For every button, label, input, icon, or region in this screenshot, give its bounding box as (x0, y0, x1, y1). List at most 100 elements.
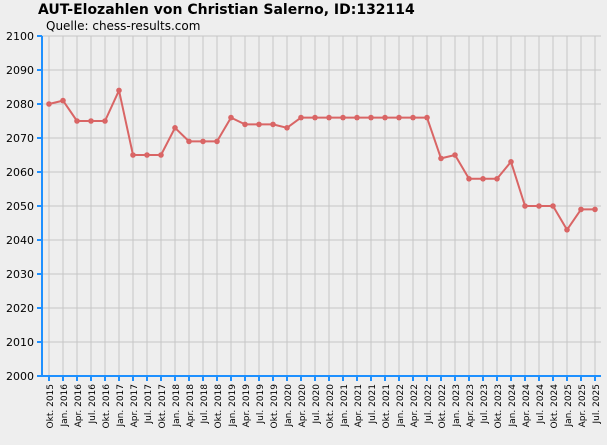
x-tick-label: Apr. 2019 (242, 384, 252, 428)
data-point (354, 114, 360, 121)
x-tick-label: Okt. 2017 (158, 384, 168, 428)
data-point (410, 114, 416, 121)
data-point (522, 203, 528, 209)
x-tick-label: Jul. 2020 (312, 384, 322, 425)
data-point (270, 121, 276, 128)
data-point (214, 138, 220, 145)
data-point (340, 114, 346, 121)
series-line (48, 89, 595, 231)
data-point (438, 155, 444, 162)
chart-title: AUT-Elozahlen von Christian Salerno, ID:… (38, 2, 415, 18)
data-point (60, 97, 66, 104)
y-tick-label: 2010 (6, 336, 34, 349)
data-point (508, 159, 514, 165)
x-tick-label: Jul. 2016 (88, 384, 98, 425)
data-point (578, 206, 584, 213)
data-point (312, 114, 318, 121)
x-tick-label: Jan. 2024 (508, 384, 518, 428)
x-tick-label: Jul. 2018 (200, 384, 210, 425)
x-tick-label: Apr. 2016 (74, 384, 84, 428)
data-point (494, 176, 500, 182)
chart-subtitle: Quelle: chess-results.com (46, 19, 201, 33)
x-tick-label: Apr. 2017 (130, 384, 140, 427)
x-tick-label: Okt. 2022 (438, 384, 448, 428)
x-tick-label: Jul. 2022 (424, 384, 434, 425)
x-tick-label: Jan. 2016 (60, 384, 70, 428)
x-tick-label: Jan. 2025 (564, 384, 574, 428)
data-point (466, 176, 472, 182)
data-point (536, 203, 542, 209)
y-tick-label: 2050 (6, 200, 34, 213)
y-tick-label: 2090 (6, 64, 34, 77)
x-tick-label: Jan. 2023 (452, 384, 462, 428)
y-tick-label: 2040 (6, 234, 34, 247)
x-tick-label: Jul. 2023 (480, 384, 490, 425)
data-point (186, 138, 192, 145)
data-point (298, 114, 304, 121)
x-tick-label: Jan. 2017 (116, 384, 126, 428)
data-point (200, 138, 206, 145)
x-tick-label: Jan. 2018 (172, 384, 182, 428)
x-tick-label: Okt. 2024 (550, 384, 560, 429)
x-tick-label: Okt. 2018 (214, 384, 224, 429)
data-point (144, 152, 150, 158)
data-point (592, 206, 598, 213)
y-tick-label: 2060 (6, 166, 34, 179)
series-line-layer (48, 89, 595, 231)
x-tick-label: Jan. 2021 (340, 384, 350, 428)
x-tick-label: Apr. 2018 (186, 384, 196, 428)
data-point (396, 114, 402, 121)
x-tick-label: Apr. 2024 (522, 384, 532, 428)
data-points (46, 87, 598, 233)
x-tick-label: Okt. 2023 (494, 384, 504, 428)
data-point (228, 114, 234, 121)
x-tick-label: Apr. 2021 (354, 384, 364, 427)
data-point (424, 114, 430, 121)
data-point (158, 152, 164, 158)
axes (37, 35, 601, 381)
x-tick-label: Jan. 2022 (396, 384, 406, 428)
data-point (74, 118, 80, 124)
x-tick-label: Jul. 2025 (592, 384, 602, 425)
x-tick-labels: Okt. 2015 Jan. 2016 Apr. 2016 Jul. 2016 Okt.… (46, 384, 602, 429)
data-point (480, 176, 486, 182)
data-point (102, 118, 108, 124)
x-tick-label: Jul. 2024 (536, 384, 546, 425)
data-point (242, 121, 248, 128)
x-tick-label: Jul. 2021 (368, 384, 378, 425)
x-tick-label: Okt. 2020 (326, 384, 336, 429)
data-point (564, 227, 570, 233)
x-tick-label: Apr. 2020 (298, 384, 308, 428)
data-point (256, 121, 262, 128)
data-point (284, 125, 290, 131)
x-tick-label: Okt. 2015 (46, 384, 56, 428)
x-tick-label: Apr. 2023 (466, 384, 476, 427)
y-tick-label: 2070 (6, 132, 34, 145)
x-tick-label: Okt. 2021 (382, 384, 392, 428)
data-point (550, 203, 556, 209)
x-tick-label: Okt. 2019 (270, 384, 280, 429)
data-point (88, 118, 94, 124)
data-point (452, 152, 458, 158)
y-tick-label: 2020 (6, 302, 34, 315)
x-tick-label: Jan. 2020 (284, 384, 294, 428)
grid (42, 35, 601, 376)
data-point (172, 125, 178, 131)
y-tick-label: 2080 (6, 98, 34, 111)
x-tick-label: Jul. 2019 (256, 384, 266, 425)
x-tick-label: Jul. 2017 (144, 384, 154, 425)
x-tick-label: Apr. 2025 (578, 384, 588, 427)
x-tick-label: Jan. 2019 (228, 384, 238, 428)
data-point (130, 152, 136, 158)
y-tick-label: 2100 (6, 30, 34, 43)
data-point (46, 101, 52, 107)
y-tick-label: 2030 (6, 268, 34, 281)
data-point (368, 114, 374, 121)
data-point (382, 114, 388, 121)
data-point (326, 114, 332, 121)
x-tick-label: Okt. 2016 (102, 384, 112, 429)
y-tick-label: 2000 (6, 370, 34, 383)
data-point (116, 87, 122, 94)
y-tick-labels: 2000 2010 2020 2030 2040 2050 2060 2070 2080 2090… (6, 30, 34, 383)
